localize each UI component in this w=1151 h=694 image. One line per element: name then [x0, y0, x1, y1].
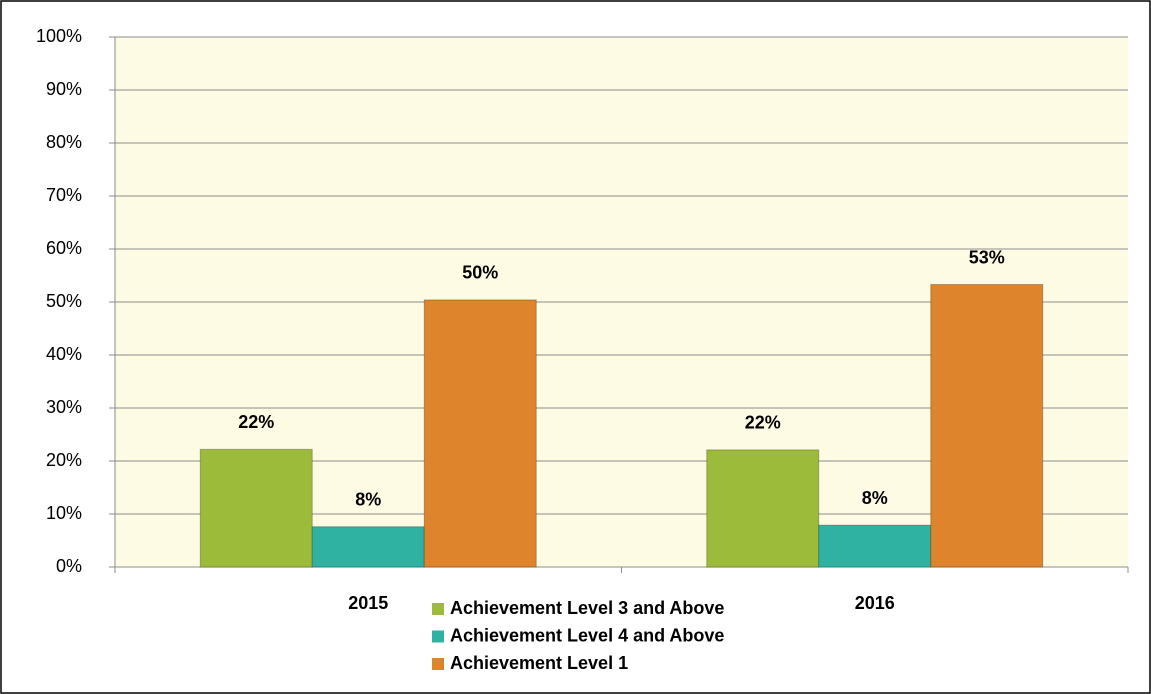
- data-label: 50%: [462, 263, 498, 283]
- legend-swatch: [432, 658, 444, 670]
- y-tick-label: 80%: [46, 132, 82, 152]
- legend-swatch: [432, 630, 444, 643]
- bar: [818, 524, 932, 568]
- bar: [423, 299, 537, 568]
- legend-label: Achievement Level 1: [450, 653, 628, 673]
- bar: [199, 448, 313, 568]
- legend-swatch: [432, 603, 444, 615]
- y-tick-label: 60%: [46, 238, 82, 258]
- bar: [706, 449, 820, 568]
- y-tick-label: 70%: [46, 185, 82, 205]
- y-tick-label: 50%: [46, 291, 82, 311]
- y-tick-label: 30%: [46, 397, 82, 417]
- y-tick-label: 40%: [46, 344, 82, 364]
- legend-label: Achievement Level 3 and Above: [450, 598, 724, 618]
- data-label: 22%: [238, 412, 274, 432]
- y-tick-label: 0%: [56, 556, 82, 576]
- x-tick-label: 2015: [348, 593, 388, 613]
- y-tick-label: 90%: [46, 79, 82, 99]
- y-tick-label: 10%: [46, 503, 82, 523]
- data-label: 22%: [745, 413, 781, 433]
- data-label: 8%: [862, 488, 888, 508]
- data-label: 8%: [355, 489, 381, 509]
- y-tick-label: 100%: [36, 26, 82, 46]
- x-tick-label: 2016: [855, 593, 895, 613]
- y-tick-label: 20%: [46, 450, 82, 470]
- bar: [311, 526, 425, 568]
- data-label: 53%: [969, 247, 1005, 267]
- legend-label: Achievement Level 4 and Above: [450, 625, 724, 645]
- bar: [930, 284, 1044, 568]
